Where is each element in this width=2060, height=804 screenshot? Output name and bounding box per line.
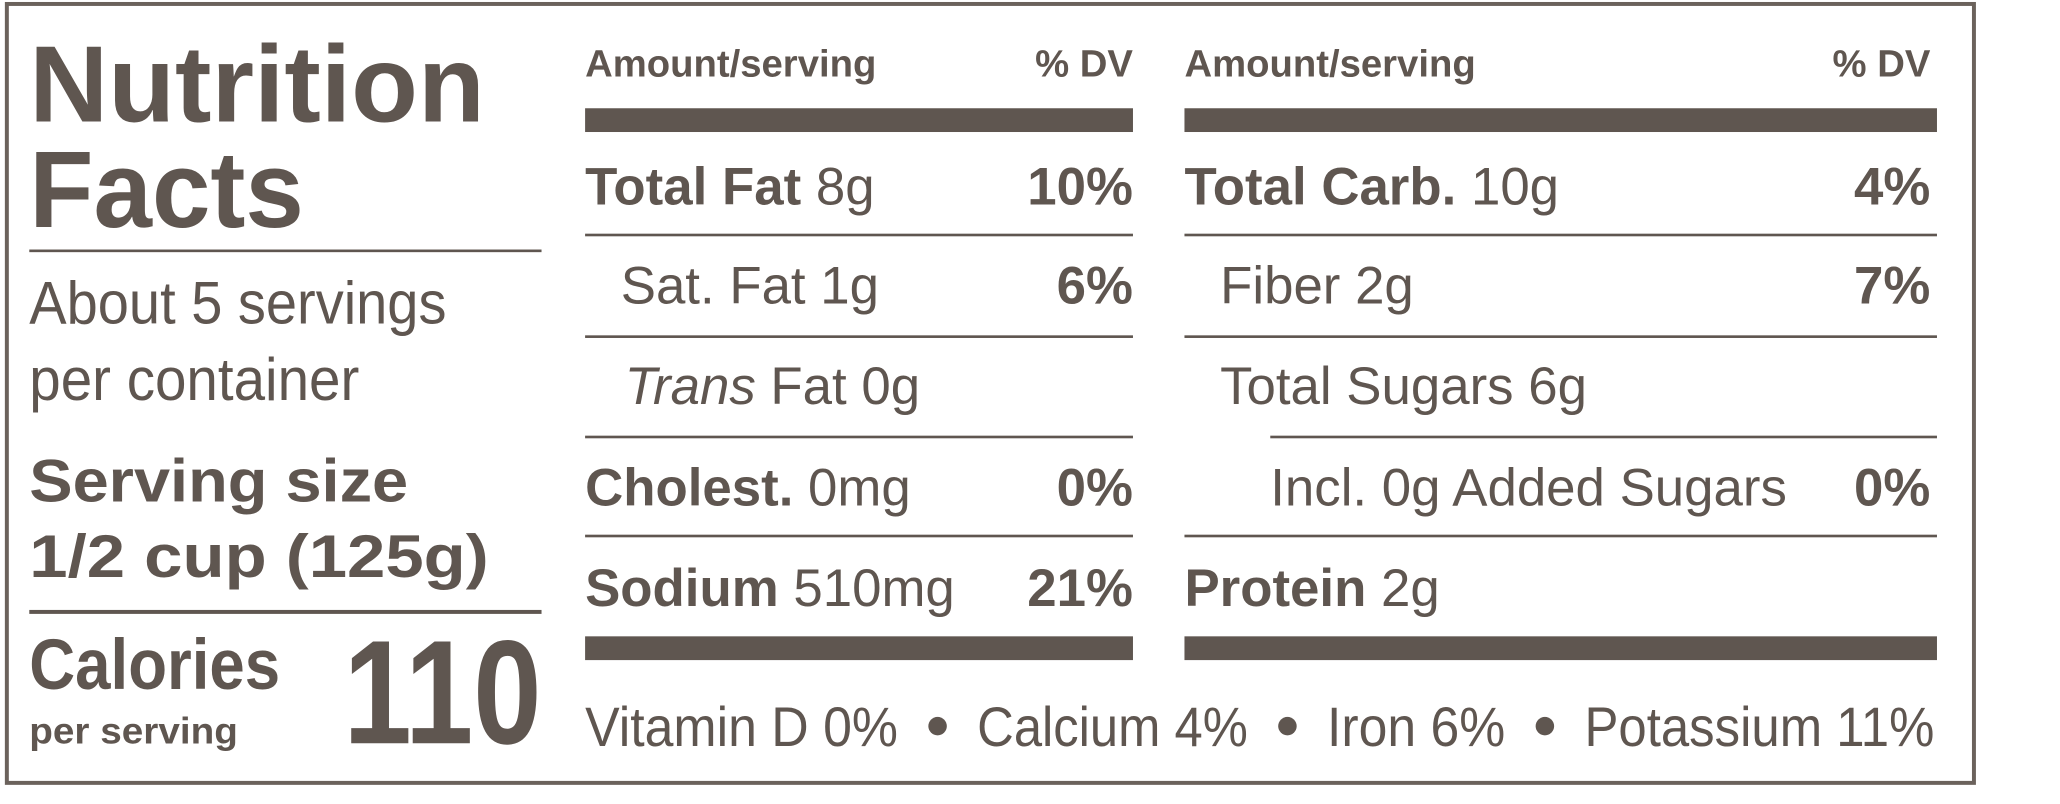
nutrient-dv: 21%: [1027, 559, 1133, 618]
nutrient-amount: 510mg: [793, 559, 954, 618]
serving-size-label: Serving size: [29, 447, 408, 515]
header-amount: Amount/serving: [585, 43, 876, 86]
nutrient-name: Protein: [1184, 559, 1366, 618]
nutrient-name: Cholest.: [585, 459, 793, 518]
nutrient-row: Total Fat 8g: [585, 158, 874, 217]
nutrient-amount: Fiber 2g: [1220, 257, 1414, 316]
nutrient-dv: 0%: [1057, 459, 1133, 518]
nutrient-amount: Incl. 0g Added Sugars: [1270, 459, 1787, 518]
servings: per container: [29, 345, 359, 413]
nutrient-row: Sodium 510mg: [585, 559, 955, 618]
vitamin: Vitamin D 0%: [585, 696, 898, 758]
header-dv: % DV: [1035, 43, 1133, 86]
rule: [1184, 636, 1937, 661]
nutrient-row: Protein 2g: [1184, 559, 1439, 618]
serving-size-value: 1/2 cup (125g): [29, 522, 488, 590]
servings: About 5 servings: [29, 268, 446, 336]
rule: [585, 435, 1133, 439]
rule: [585, 108, 1133, 133]
nutrient-row: Fiber 2g: [1220, 257, 1414, 316]
vitamin: Calcium 4%: [977, 696, 1248, 758]
rule: [585, 233, 1133, 237]
calories-value: 110: [343, 610, 541, 775]
nutrient-amount: Sat. Fat 1g: [621, 257, 879, 316]
nutrient-row: Trans Fat 0g: [625, 357, 920, 416]
rule: [585, 335, 1133, 338]
nutrient-dv: 4%: [1854, 158, 1930, 217]
nutrient-row: Incl. 0g Added Sugars: [1270, 459, 1787, 518]
nutrient-name: Total Carb.: [1184, 158, 1456, 217]
nutrient-row: Cholest. 0mg: [585, 459, 911, 518]
rule: [1184, 108, 1937, 133]
rule: [1184, 534, 1937, 538]
nutrient-dv: 10%: [1027, 158, 1133, 217]
title: Facts: [29, 129, 304, 250]
nutrient-name: Trans: [625, 357, 756, 416]
rule: [585, 534, 1133, 538]
nutrient-dv: 0%: [1854, 459, 1930, 518]
bullet: [1278, 716, 1297, 736]
rule: [1184, 335, 1937, 338]
calories-sublabel: per serving: [29, 710, 238, 751]
nutrient-amount: 2g: [1381, 559, 1440, 618]
nutrient-row: Sat. Fat 1g: [621, 257, 879, 316]
title: Nutrition: [29, 23, 484, 144]
header-amount: Amount/serving: [1184, 43, 1475, 86]
header-dv: % DV: [1833, 43, 1931, 86]
nutrient-amount: 8g: [816, 158, 875, 217]
rule: [29, 609, 542, 614]
nutrient-dv: 7%: [1854, 257, 1930, 316]
nutrient-amount: 10g: [1471, 158, 1559, 217]
vitamin: Iron 6%: [1327, 696, 1505, 758]
rule: [585, 636, 1133, 661]
nutrient-row: Total Sugars 6g: [1220, 357, 1587, 416]
nutrient-amount: 0mg: [808, 459, 911, 518]
nutrient-dv: 6%: [1057, 257, 1133, 316]
rule: [1270, 435, 1937, 439]
bullet: [1535, 716, 1555, 736]
bullet: [928, 716, 947, 736]
rule: [1184, 233, 1937, 237]
border: [4, 1, 1976, 785]
vitamin: Potassium 11%: [1584, 696, 1934, 758]
calories-label: Calories: [29, 625, 280, 705]
nutrient-row: Total Carb. 10g: [1184, 158, 1559, 217]
nutrient-name: Sodium: [585, 559, 779, 618]
rule: [29, 249, 542, 253]
nutrient-name: Total Fat: [585, 158, 801, 217]
nutrient-amount: Total Sugars 6g: [1220, 357, 1587, 416]
nutrient-amount: Fat 0g: [770, 357, 920, 416]
